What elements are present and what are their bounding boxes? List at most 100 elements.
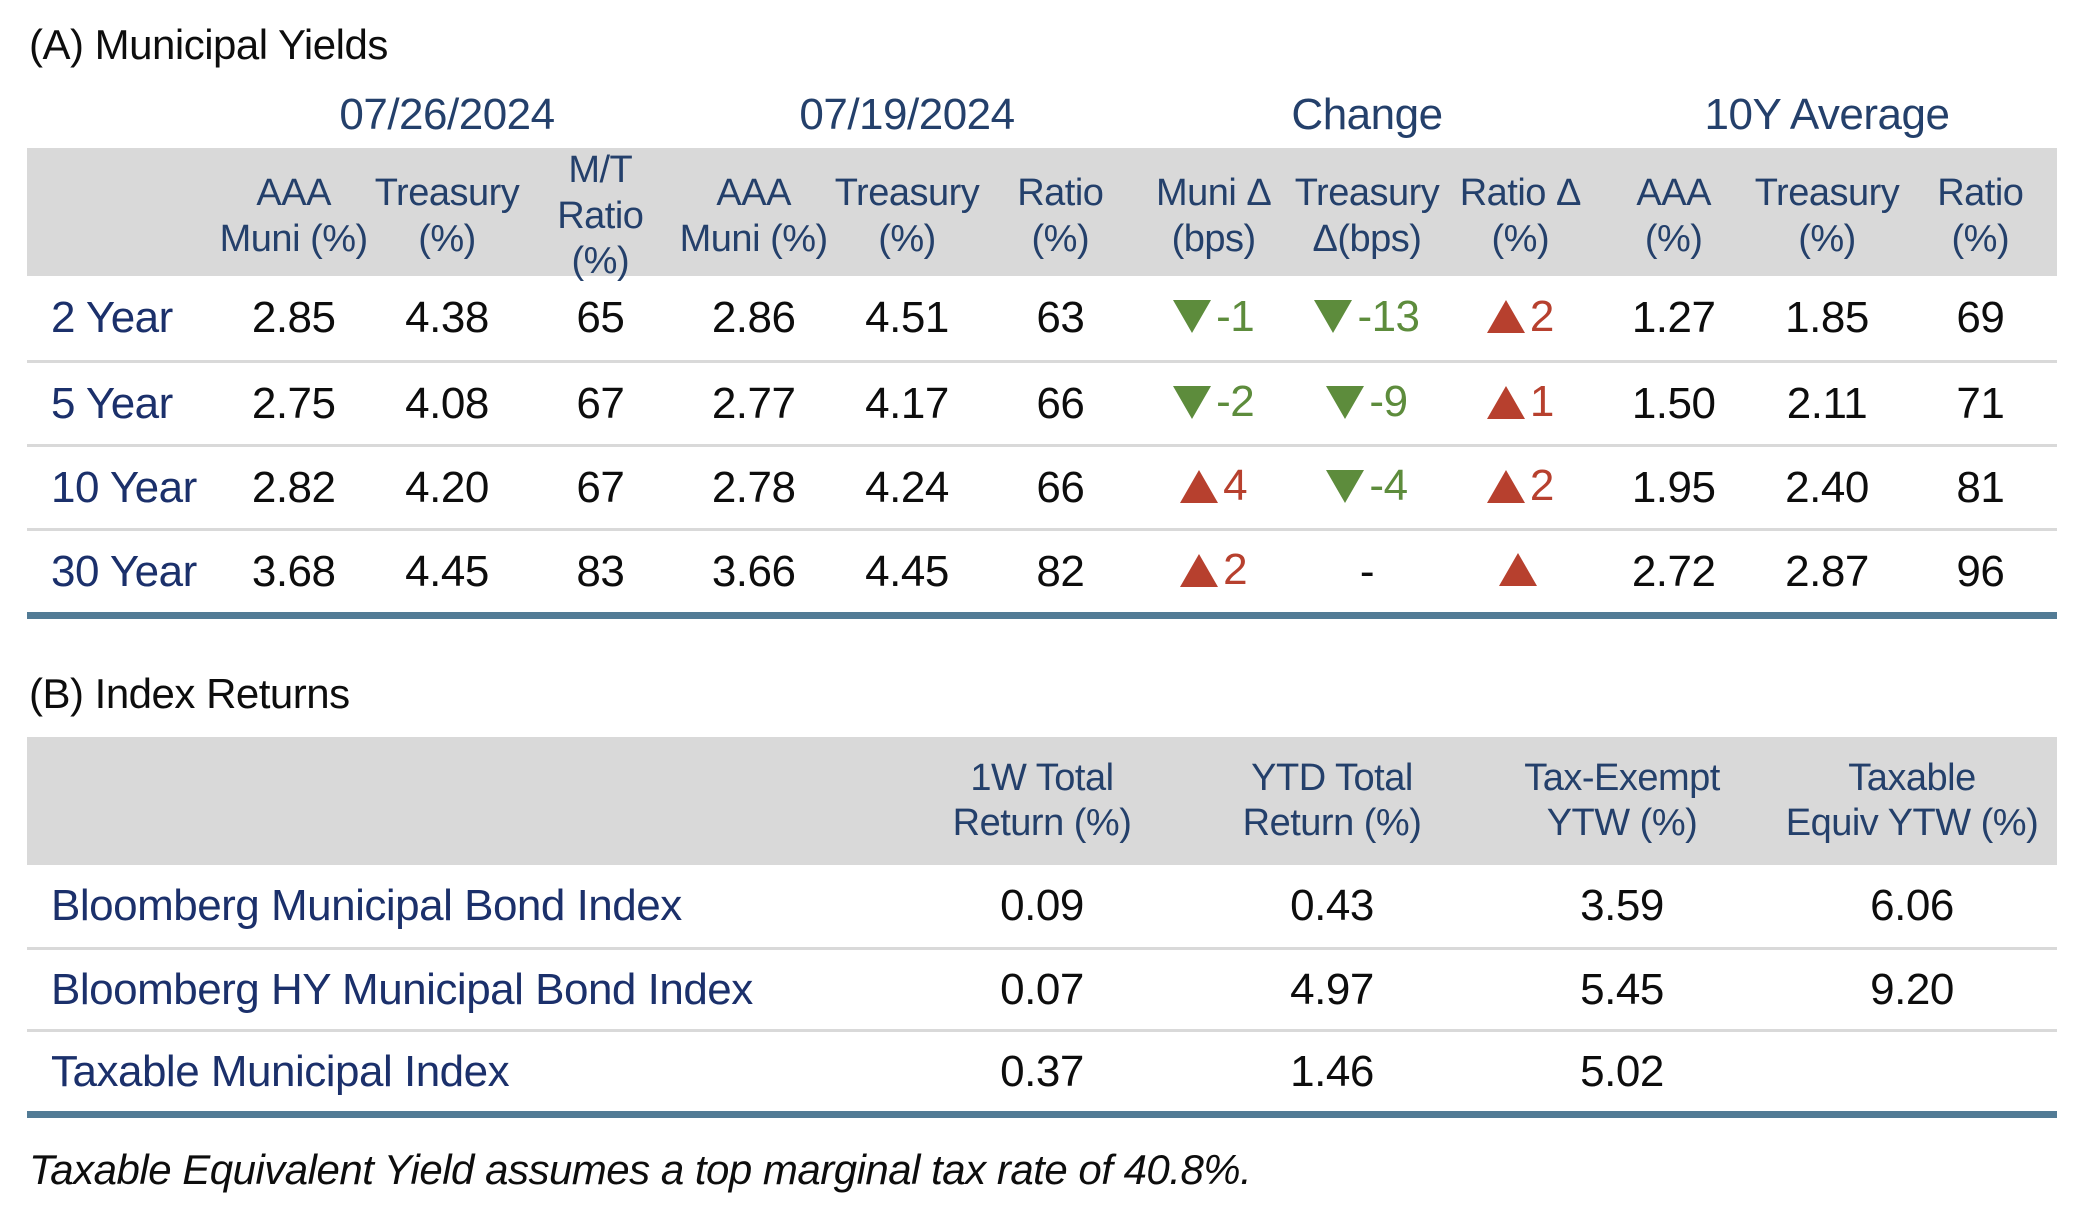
cell-aaa-muni-current: 3.68 [251, 546, 336, 596]
col-header-treasury-prior: Treasury (%) [834, 171, 980, 260]
cell-mt-ratio-current: 83 [576, 546, 625, 596]
municipal-yields-table: 07/26/2024 07/19/2024 Change 10Y Average… [27, 84, 2057, 620]
cell-aaa-muni-prior: 3.66 [711, 546, 796, 596]
cell-treasury-change: -13 [1290, 292, 1443, 345]
cell-1w-total-return: 0.07 [1000, 964, 1084, 1014]
cell-ratio-prior: 82 [1036, 546, 1085, 596]
cell-muni-change: 2 [1137, 545, 1290, 598]
cell-mt-ratio-current: 65 [576, 293, 625, 343]
date-group-change: Change [1291, 90, 1443, 140]
index-returns-table: 1W Total Return (%) YTD Total Return (%) T… [27, 737, 2057, 1119]
table-row-5-year: 5 Year 2.75 4.08 67 2.77 4.17 66 -2 -9 1… [27, 360, 2057, 444]
cell-treasury-change: -9 [1290, 377, 1443, 430]
change-arrow-icon: 2 [1180, 545, 1247, 595]
col-header-ytd-total-return: YTD Total Return (%) [1242, 756, 1422, 845]
row-label: 2 Year [51, 293, 173, 343]
cell-mt-ratio-current: 67 [576, 378, 625, 428]
cell-ratio-prior: 66 [1036, 462, 1085, 512]
col-header-mt-ratio-current: M/T Ratio (%) [557, 149, 644, 283]
table-row-2-year: 2 Year 2.85 4.38 65 2.86 4.51 63 -1 -13 … [27, 276, 2057, 360]
cell-1w-total-return: 0.37 [1000, 1046, 1084, 1096]
cell-aaa-muni-prior: 2.86 [711, 293, 796, 343]
cell-treasury-prior: 4.24 [865, 462, 949, 512]
section-b-title: (B) Index Returns [29, 670, 350, 718]
yields-table-body: 2 Year 2.85 4.38 65 2.86 4.51 63 -1 -13 … [27, 276, 2057, 620]
cell-aaa-10y: 2.72 [1631, 546, 1716, 596]
change-arrow-icon: - [1359, 546, 1375, 596]
col-header-treasury-10y: Treasury (%) [1754, 171, 1900, 260]
cell-ratio-prior: 63 [1036, 293, 1085, 343]
cell-treasury-current: 4.08 [405, 378, 489, 428]
cell-muni-change: -2 [1137, 377, 1290, 430]
table-row-bloomberg-municipal-bond-index: Bloomberg Municipal Bond Index 0.09 0.43… [27, 865, 2057, 947]
cell-aaa-muni-current: 2.75 [251, 378, 336, 428]
index-returns-table-body: Bloomberg Municipal Bond Index 0.09 0.43… [27, 865, 2057, 1119]
date-group-prior: 07/19/2024 [799, 90, 1015, 140]
table-row-30-year: 30 Year 3.68 4.45 83 3.66 4.45 82 2 - 2.… [27, 528, 2057, 612]
change-arrow-icon: 2 [1487, 292, 1554, 342]
cell-ratio-prior: 66 [1036, 378, 1085, 428]
cell-ratio-10y: 96 [1956, 546, 2005, 596]
cell-ytd-total-return: 1.46 [1290, 1046, 1374, 1096]
row-label: 30 Year [51, 546, 197, 596]
cell-mt-ratio-current: 67 [576, 462, 625, 512]
cell-taxable-equiv-ytw: 9.20 [1870, 964, 1954, 1014]
change-arrow-icon: -13 [1314, 292, 1420, 342]
index-name: Taxable Municipal Index [51, 1046, 510, 1096]
row-label: 5 Year [51, 378, 173, 428]
change-arrow-icon: 1 [1487, 377, 1554, 427]
change-arrow-icon: 2 [1487, 461, 1554, 511]
cell-treasury-10y: 2.87 [1785, 546, 1869, 596]
cell-treasury-change: - [1290, 547, 1443, 597]
cell-ratio-10y: 71 [1956, 378, 2005, 428]
cell-aaa-10y: 1.27 [1631, 293, 1716, 343]
col-header-treasury-delta: Treasury Δ(bps) [1294, 171, 1440, 260]
table-row-10-year: 10 Year 2.82 4.20 67 2.78 4.24 66 4 -4 2… [27, 444, 2057, 528]
cell-aaa-muni-prior: 2.77 [711, 378, 796, 428]
col-header-taxable-equiv-ytw: Taxable Equiv YTW (%) [1785, 756, 2039, 845]
date-group-current: 07/26/2024 [339, 90, 555, 140]
cell-treasury-10y: 1.85 [1785, 293, 1869, 343]
date-group-10y-average: 10Y Average [1704, 90, 1950, 140]
col-header-aaa-muni-prior: AAA Muni (%) [679, 171, 829, 260]
cell-ratio-change: 1 [1444, 377, 1597, 430]
cell-treasury-prior: 4.45 [865, 546, 949, 596]
change-arrow-icon: -1 [1173, 292, 1255, 342]
cell-tax-exempt-ytw: 5.02 [1580, 1046, 1664, 1096]
cell-ratio-10y: 81 [1956, 462, 2005, 512]
column-header-row: AAA Muni (%) Treasury (%) M/T Ratio (%) AAA… [27, 148, 2057, 282]
cell-aaa-muni-prior: 2.78 [711, 462, 796, 512]
section-municipal-yields: (A) Municipal Yields 07/26/2024 07/19/20… [27, 21, 2057, 620]
cell-treasury-10y: 2.40 [1785, 462, 1869, 512]
cell-muni-change: 4 [1137, 461, 1290, 514]
col-header-treasury-current: Treasury (%) [374, 171, 520, 260]
col-header-1w-total-return: 1W Total Return (%) [952, 756, 1132, 845]
change-arrow-icon: -9 [1326, 377, 1408, 427]
col-header-ratio-prior: Ratio (%) [1017, 171, 1104, 260]
cell-muni-change: -1 [1137, 292, 1290, 345]
cell-ytd-total-return: 4.97 [1290, 964, 1374, 1014]
col-header-aaa-10y: AAA (%) [1636, 171, 1711, 260]
col-header-ratio-delta: Ratio Δ (%) [1459, 171, 1582, 260]
cell-1w-total-return: 0.09 [1000, 881, 1084, 931]
cell-treasury-prior: 4.17 [865, 378, 949, 428]
section-a-title: (A) Municipal Yields [29, 21, 388, 68]
table-row-bloomberg-hy-municipal-bond-index: Bloomberg HY Municipal Bond Index 0.07 4… [27, 947, 2057, 1029]
cell-tax-exempt-ytw: 3.59 [1580, 881, 1664, 931]
cell-treasury-current: 4.38 [405, 293, 489, 343]
col-header-tax-exempt-ytw: Tax-Exempt YTW (%) [1524, 756, 1720, 845]
change-arrow-icon [1499, 553, 1542, 586]
cell-ratio-change [1444, 547, 1597, 597]
row-label: 10 Year [51, 462, 197, 512]
cell-treasury-change: -4 [1290, 461, 1443, 514]
cell-treasury-10y: 2.11 [1786, 378, 1868, 428]
cell-ratio-10y: 69 [1956, 293, 2005, 343]
cell-taxable-equiv-ytw: 6.06 [1870, 881, 1954, 931]
col-header-muni-delta: Muni Δ (bps) [1156, 171, 1272, 260]
cell-ytd-total-return: 0.43 [1290, 881, 1374, 931]
change-arrow-icon: 4 [1180, 461, 1247, 511]
section-index-returns: (B) Index Returns 1W Total Return (%) YTD… [27, 670, 2057, 1119]
cell-aaa-muni-current: 2.82 [251, 462, 336, 512]
col-header-aaa-muni-current: AAA Muni (%) [219, 171, 369, 260]
